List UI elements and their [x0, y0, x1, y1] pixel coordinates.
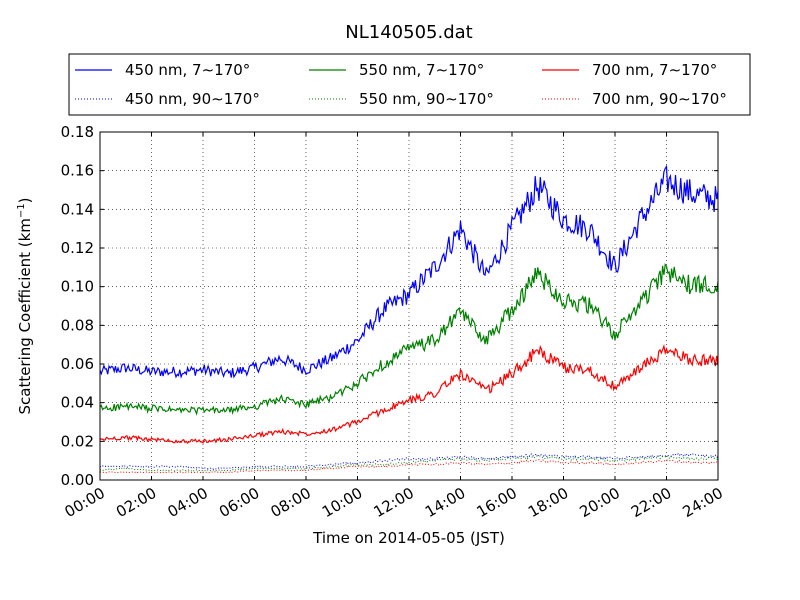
legend-label: 450 nm, 7∼170°	[125, 61, 250, 79]
y-tick-label: 0.04	[61, 394, 94, 412]
y-tick-label: 0.18	[61, 123, 94, 141]
x-tick-label: 02:00	[113, 484, 159, 521]
legend-label: 700 nm, 90∼170°	[592, 90, 727, 108]
y-axis-label-sup: −1	[16, 203, 27, 218]
x-tick-label: 16:00	[474, 484, 520, 521]
legend-label: 700 nm, 7∼170°	[592, 61, 717, 79]
y-tick-label: 0.02	[61, 432, 94, 450]
y-tick-label: 0.06	[61, 355, 94, 373]
legend-label: 450 nm, 90∼170°	[125, 90, 260, 108]
x-tick-label: 22:00	[628, 484, 674, 521]
y-tick-label: 0.12	[61, 239, 94, 257]
series-line	[99, 164, 719, 379]
series-line	[99, 459, 718, 474]
x-tick-label: 06:00	[216, 484, 262, 521]
x-tick-label: 20:00	[577, 484, 623, 521]
x-tick-label: 24:00	[680, 484, 726, 521]
x-tick-label: 10:00	[319, 484, 365, 521]
y-tick-label: 0.16	[61, 162, 94, 180]
x-axis-label: Time on 2014-05-05 (JST)	[312, 529, 505, 547]
x-tick-label: 18:00	[525, 484, 571, 521]
legend-label: 550 nm, 90∼170°	[359, 90, 494, 108]
y-axis-label-end: )	[16, 197, 34, 203]
x-tick-label: 04:00	[165, 484, 211, 521]
grid	[100, 132, 718, 480]
x-tick-label: 08:00	[268, 484, 314, 521]
series-line	[99, 343, 719, 445]
y-axis-label-main: Scattering Coefficient (km	[16, 218, 34, 414]
y-tick-label: 0.00	[61, 471, 94, 489]
y-axis-label: Scattering Coefficient (km−1)	[16, 197, 34, 414]
legend-label: 550 nm, 7∼170°	[359, 61, 484, 79]
x-tick-label: 00:00	[62, 484, 108, 521]
y-tick-label: 0.14	[61, 200, 94, 218]
y-tick-label: 0.10	[61, 278, 94, 296]
y-tick-label: 0.08	[61, 316, 94, 334]
series-layer	[99, 164, 719, 474]
legend: 450 nm, 7∼170° 550 nm, 7∼170° 700 nm, 7∼17…	[68, 53, 751, 116]
chart-title: NL140505.dat	[345, 22, 472, 43]
x-tick-label: 14:00	[422, 484, 468, 521]
x-tick-label: 12:00	[371, 484, 417, 521]
series-line	[100, 454, 719, 472]
series-line	[99, 262, 719, 416]
series-line	[99, 452, 719, 470]
legend-box	[68, 53, 751, 116]
